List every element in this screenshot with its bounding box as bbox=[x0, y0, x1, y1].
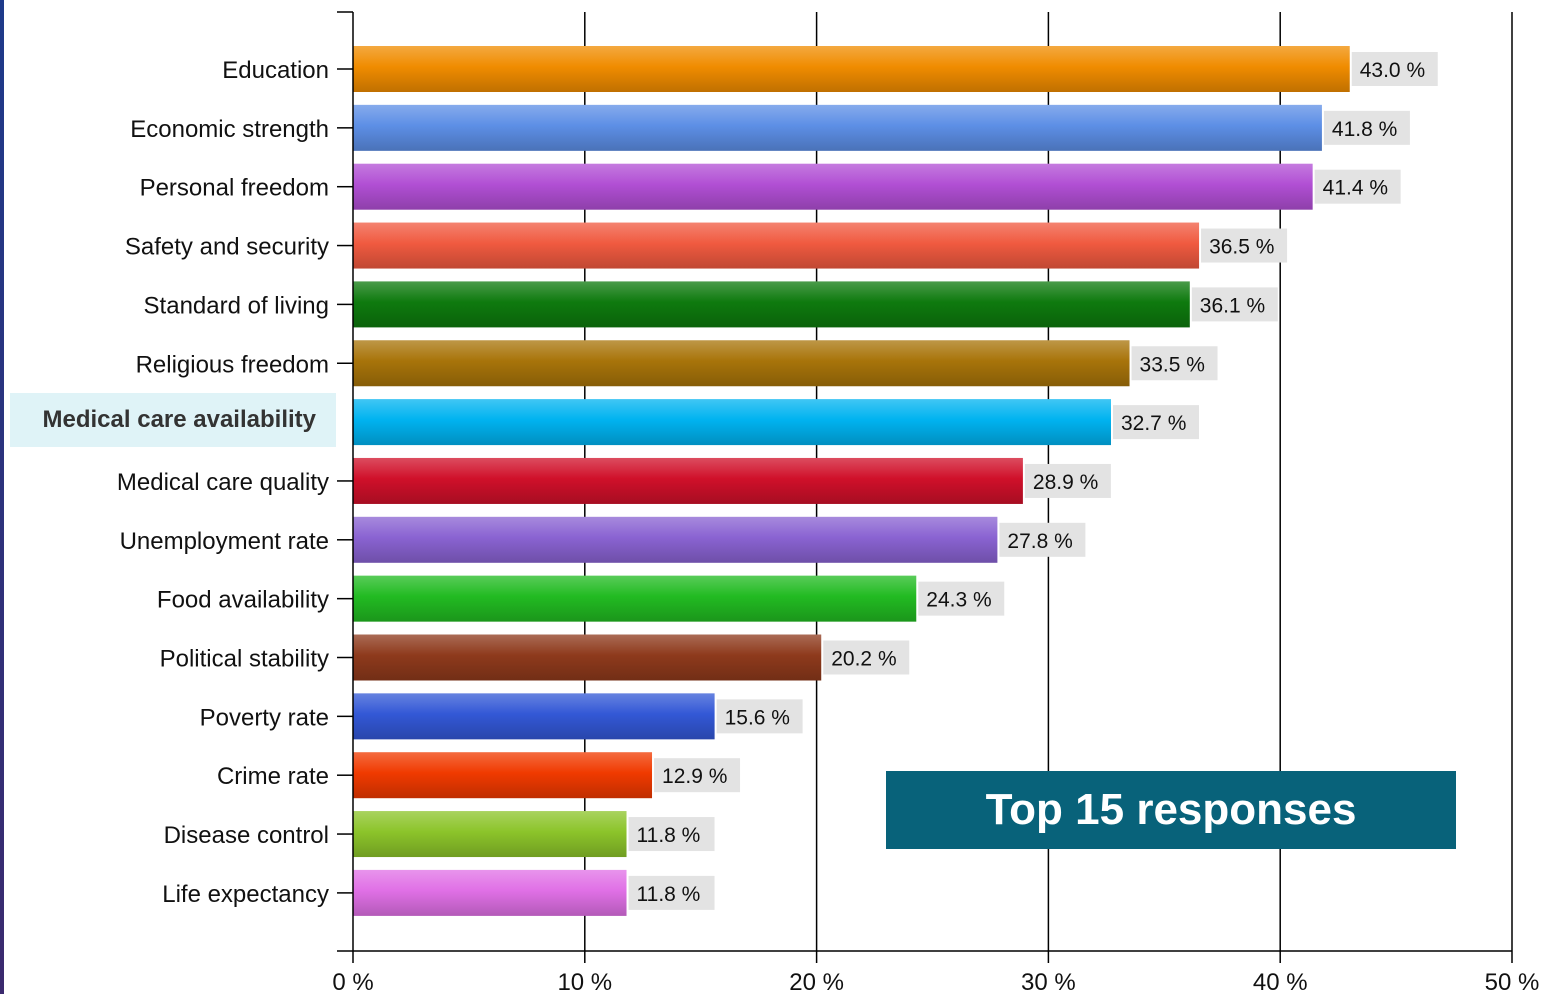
category-label: Political stability bbox=[160, 646, 329, 673]
bar-crime-rate bbox=[353, 752, 653, 799]
value-label-bg bbox=[1131, 346, 1218, 381]
bar-medical-care-quality bbox=[353, 457, 1023, 504]
category-label: Education bbox=[222, 57, 329, 84]
bar-economic-strength bbox=[353, 104, 1322, 151]
bar-religious-freedom bbox=[353, 340, 1130, 387]
bar-political-stability bbox=[353, 634, 822, 681]
category-label: Religious freedom bbox=[136, 351, 329, 378]
bar-poverty-rate bbox=[353, 693, 715, 740]
x-tick-label: 0 % bbox=[332, 969, 373, 994]
bar-unemployment-rate bbox=[353, 516, 998, 563]
bar-life-expectancy bbox=[353, 869, 627, 916]
value-label: 33.5 % bbox=[1140, 353, 1205, 376]
value-label: 24.3 % bbox=[926, 589, 991, 612]
category-label: Crime rate bbox=[217, 763, 329, 790]
x-tick-label: 30 % bbox=[1021, 969, 1076, 994]
value-label: 36.5 % bbox=[1209, 236, 1274, 259]
value-label: 12.9 % bbox=[662, 765, 727, 788]
category-label: Life expectancy bbox=[162, 881, 329, 908]
value-label: 36.1 % bbox=[1200, 294, 1265, 317]
category-label: Economic strength bbox=[130, 116, 329, 143]
value-label-bg bbox=[1191, 287, 1278, 322]
category-label: Safety and security bbox=[125, 234, 329, 261]
value-label: 43.0 % bbox=[1360, 59, 1425, 82]
value-label: 27.8 % bbox=[1007, 530, 1072, 553]
value-label: 41.8 % bbox=[1332, 118, 1397, 141]
value-label-bg bbox=[628, 817, 715, 852]
value-label: 28.9 % bbox=[1033, 471, 1098, 494]
value-label-bg bbox=[716, 699, 803, 734]
value-label-bg bbox=[654, 758, 741, 793]
bar-personal-freedom bbox=[353, 163, 1313, 210]
value-label-bg bbox=[1314, 169, 1401, 204]
value-label-bg bbox=[1323, 110, 1410, 145]
highlighted-category-label: Medical care availability bbox=[10, 393, 336, 447]
value-label: 11.8 % bbox=[637, 883, 701, 906]
category-label: Poverty rate bbox=[200, 704, 329, 731]
category-label: Medical care quality bbox=[117, 469, 329, 496]
bar-food-availability bbox=[353, 575, 917, 622]
x-tick-label: 40 % bbox=[1253, 969, 1308, 994]
value-label-bg bbox=[1201, 228, 1288, 263]
category-label: Unemployment rate bbox=[120, 528, 329, 555]
value-label: 32.7 % bbox=[1121, 412, 1186, 435]
bar-standard-of-living bbox=[353, 281, 1190, 328]
value-label-bg bbox=[999, 522, 1086, 557]
value-label-bg bbox=[1112, 405, 1199, 440]
value-label-bg bbox=[918, 581, 1005, 616]
value-label: 15.6 % bbox=[725, 706, 790, 729]
category-label: Disease control bbox=[164, 822, 329, 849]
value-label: 11.8 % bbox=[637, 824, 701, 847]
category-label: Food availability bbox=[157, 587, 329, 614]
bar-medical-care-availability bbox=[353, 399, 1111, 446]
value-label-bg bbox=[823, 640, 910, 675]
x-tick-label: 50 % bbox=[1485, 969, 1540, 994]
x-tick-label: 20 % bbox=[789, 969, 844, 994]
bar-education bbox=[353, 46, 1350, 92]
value-label-bg bbox=[628, 875, 715, 910]
value-label-bg bbox=[1024, 463, 1111, 498]
value-label: 20.2 % bbox=[831, 648, 896, 671]
value-label-bg bbox=[1351, 52, 1438, 86]
category-label: Standard of living bbox=[144, 292, 329, 319]
left-frame-border bbox=[0, 0, 4, 994]
category-label: Personal freedom bbox=[140, 175, 329, 202]
x-tick-label: 10 % bbox=[557, 969, 612, 994]
bar-disease-control bbox=[353, 811, 627, 858]
bar-safety-and-security bbox=[353, 222, 1200, 269]
top-15-responses-badge: Top 15 responses bbox=[886, 771, 1456, 849]
value-label: 41.4 % bbox=[1323, 177, 1388, 200]
